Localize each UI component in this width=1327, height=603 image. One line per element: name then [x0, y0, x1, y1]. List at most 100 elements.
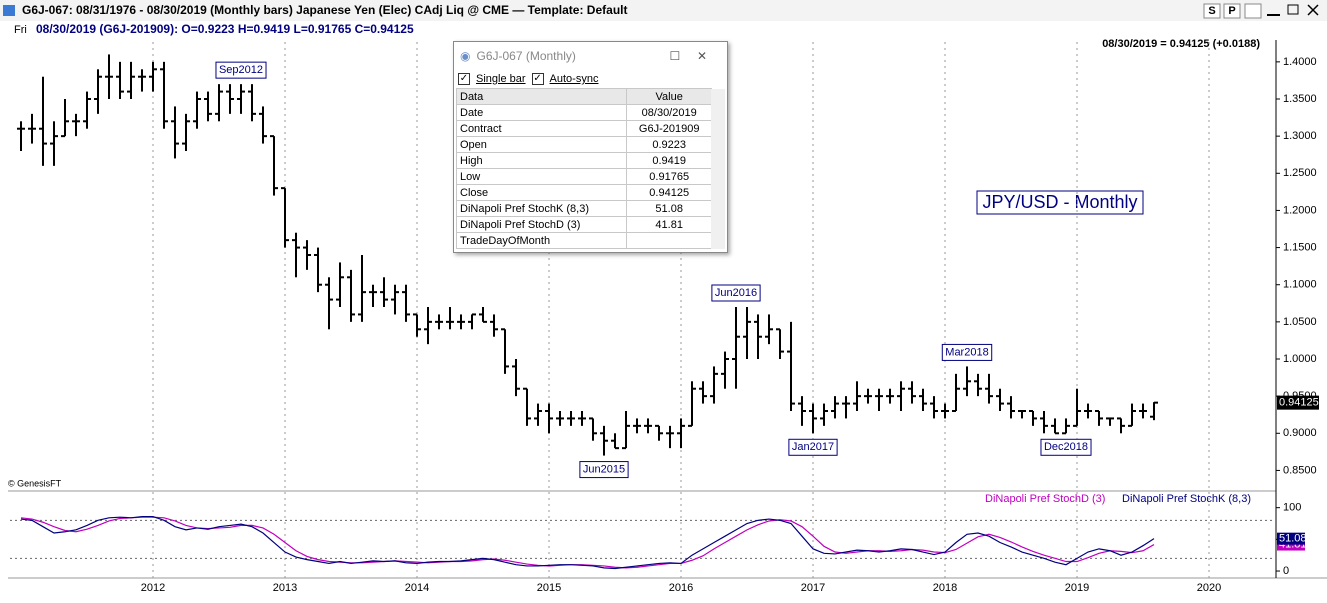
annotation-box: [579, 461, 629, 479]
value-cell: [626, 232, 712, 249]
y-tick-label: 1.2500: [1283, 167, 1317, 179]
indicator-line: [20, 515, 1155, 570]
value-cell: 41.81: [626, 216, 712, 233]
value-cell: 0.91765: [626, 168, 712, 185]
indicator-line: [20, 516, 1155, 569]
option-label[interactable]: Single bar: [476, 73, 526, 85]
label-cell: TradeDayOfMonth: [455, 232, 628, 249]
table-row: High 0.9419: [455, 152, 712, 169]
label-cell: Contract: [455, 120, 628, 137]
y-tick-label: 1.1500: [1283, 241, 1317, 253]
last-price-box: [1277, 395, 1319, 410]
column-header: Value: [626, 88, 712, 105]
table-row: Low 0.91765: [455, 168, 712, 185]
annotation: Sep2012: [219, 64, 263, 76]
icon: ◉: [460, 49, 471, 63]
day-label: Fri: [14, 24, 27, 36]
y-tick-label: 1.0500: [1283, 316, 1317, 328]
checkbox[interactable]: ✓: [531, 73, 544, 85]
table-row: DiNapoli Pref StochK (8,3) 51.08: [455, 200, 712, 217]
window-title: G6J-067: 08/31/1976 - 08/30/2019 (Monthl…: [22, 3, 627, 17]
table-row: Date 08/30/2019: [455, 104, 712, 121]
value-cell: 0.9419: [626, 152, 712, 169]
data-window[interactable]: ◉ G6J-067 (Monthly) ☐ ✕ ✓ Single bar ✓ Aut…: [453, 41, 728, 253]
bar-info: 08/30/2019 (G6J-201909): O=0.9223 H=0.94…: [36, 22, 414, 36]
annotation-box: [215, 61, 267, 79]
x-tick-label: 2019: [1065, 582, 1089, 594]
label-cell: High: [455, 152, 628, 169]
value-cell: 0.9223: [626, 136, 712, 153]
button[interactable]: [1223, 3, 1241, 19]
value-cell: G6J-201909: [626, 120, 712, 137]
last-change: 08/30/2019 = 0.94125 (+0.0188): [1102, 38, 1260, 50]
annotation-box: [1040, 438, 1092, 456]
y-tick-label: 1.4000: [1283, 56, 1317, 68]
value-cell: 51.08: [626, 200, 712, 217]
checkbox[interactable]: ✓: [458, 73, 470, 85]
x-tick-label: 2017: [801, 582, 825, 594]
data-table: Data Value Date 08/30/2019 Contract G6J-201…: [455, 88, 712, 249]
annotation-box: [711, 284, 761, 302]
last-price-label: 0.94125: [1279, 397, 1319, 409]
table-row: Close 0.94125: [455, 184, 712, 201]
annotation-box: [941, 343, 993, 361]
value-cell: 0.94125: [626, 184, 712, 201]
app-icon: [3, 5, 15, 16]
annotation-box: [788, 438, 838, 456]
label-cell: DiNapoli Pref StochD (3): [455, 216, 628, 233]
scrollbar[interactable]: [711, 89, 725, 249]
menu-button[interactable]: [1244, 3, 1262, 19]
value-box: [1277, 532, 1305, 545]
x-tick-label: 2016: [669, 582, 693, 594]
column-header: Data: [455, 88, 628, 105]
table-row: TradeDayOfMonth: [455, 232, 712, 249]
label-cell: Low: [455, 168, 628, 185]
y-tick-label: 100: [1283, 502, 1301, 514]
x-tick-label: 2013: [273, 582, 297, 594]
y-tick-label: 0: [1283, 565, 1289, 577]
table-row: DiNapoli Pref StochD (3) 41.81: [455, 216, 712, 233]
option-label[interactable]: Auto-sync: [549, 73, 599, 85]
value-label: 51.08: [1279, 533, 1307, 545]
label-cell: Date: [455, 104, 628, 121]
button[interactable]: [1203, 3, 1221, 19]
label-cell: Close: [455, 184, 628, 201]
close-button[interactable]: [1307, 4, 1319, 16]
annotation: Jun2016: [715, 287, 757, 299]
label-cell: Open: [455, 136, 628, 153]
y-tick-label: 1.3000: [1283, 130, 1317, 142]
annotation: Jun2015: [583, 463, 625, 475]
y-tick-label: 1.0000: [1283, 353, 1317, 365]
button-label[interactable]: P: [1228, 5, 1235, 17]
x-tick-label: 2018: [933, 582, 957, 594]
restore-button[interactable]: [1287, 4, 1299, 15]
x-tick-label: 2014: [405, 582, 429, 594]
table-row: Contract G6J-201909: [455, 120, 712, 137]
x-tick-label: 2012: [141, 582, 165, 594]
label-cell: DiNapoli Pref StochK (8,3): [455, 200, 628, 217]
value-cell: 08/30/2019: [626, 104, 712, 121]
window-controls[interactable]: ☐ ✕: [669, 49, 707, 63]
options: ✓ Single bar ✓ Auto-sync: [454, 70, 727, 88]
y-tick-label: 1.3500: [1283, 93, 1317, 105]
y-tick-label: 1.1000: [1283, 279, 1317, 291]
annotation: Jan2017: [792, 441, 834, 453]
watermark: JPY/USD - Monthly: [982, 192, 1137, 212]
y-tick-label: 1.2000: [1283, 204, 1317, 216]
y-tick-label: 0.8500: [1283, 464, 1317, 476]
data-window-title: G6J-067 (Monthly): [476, 49, 576, 63]
annotation: Dec2018: [1044, 441, 1088, 453]
x-tick-label: 2020: [1197, 582, 1221, 594]
watermark-box: [976, 190, 1144, 215]
x-tick-label: 2015: [537, 582, 561, 594]
table-row: Open 0.9223: [455, 136, 712, 153]
annotation: Mar2018: [945, 346, 988, 358]
legend-entry: DiNapoli Pref StochK (8,3): [1122, 493, 1251, 505]
y-tick-label: 0.9000: [1283, 427, 1317, 439]
legend-entry: DiNapoli Pref StochD (3): [985, 493, 1105, 505]
title-bar: [0, 0, 1327, 21]
copyright: © GenesisFT: [8, 478, 62, 488]
button-label[interactable]: S: [1208, 5, 1215, 17]
